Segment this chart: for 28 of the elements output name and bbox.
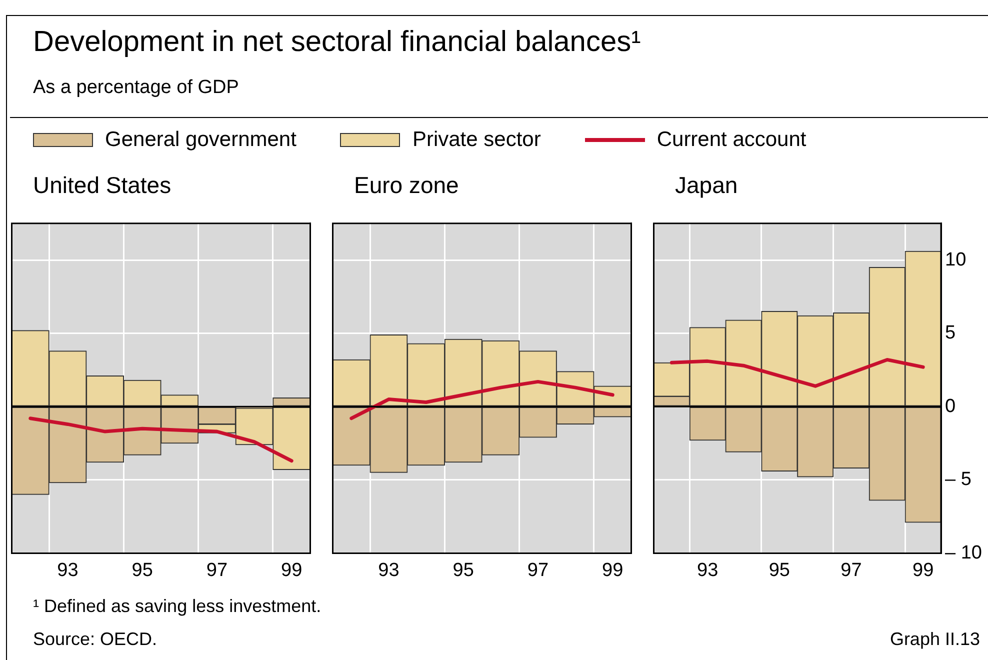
chart-title: United States (33, 172, 172, 199)
x-tick-label: 93 (697, 560, 718, 581)
text: As a percentage of GDP (33, 77, 239, 99)
x-tick-label: 95 (768, 560, 790, 581)
x-tick-label: 97 (527, 560, 549, 581)
y-tick-label: – 10 (945, 542, 982, 564)
chart-title: Euro zone (354, 172, 459, 199)
legend-label: Current account (656, 128, 806, 152)
x-tick-label: 97 (206, 560, 228, 581)
x-tick-label: 95 (452, 560, 474, 581)
source-note: Source: OECD. (33, 629, 158, 650)
text: Graph II.13 (890, 629, 980, 650)
x-tick-label: 93 (378, 560, 400, 581)
x-tick-label: 97 (840, 560, 862, 581)
text: Development in net sectoral financial balances¹ (33, 26, 641, 59)
legend-label: General government (105, 128, 296, 152)
y-tick-label: 10 (945, 249, 966, 270)
y-tick-label: 0 (945, 396, 956, 417)
x-tick-label: 93 (57, 560, 78, 581)
y-tick-label: 5 (945, 322, 956, 344)
y-tick-label: – 5 (945, 469, 972, 490)
text: ¹ Defined as saving less investment. (33, 596, 322, 617)
legend-label: Private sector (412, 128, 541, 152)
x-tick-label: 95 (132, 560, 153, 581)
x-tick-label: 99 (912, 560, 934, 581)
x-tick-label: 99 (281, 560, 302, 581)
x-tick-label: 99 (602, 560, 624, 581)
chart-title: Japan (675, 172, 738, 199)
